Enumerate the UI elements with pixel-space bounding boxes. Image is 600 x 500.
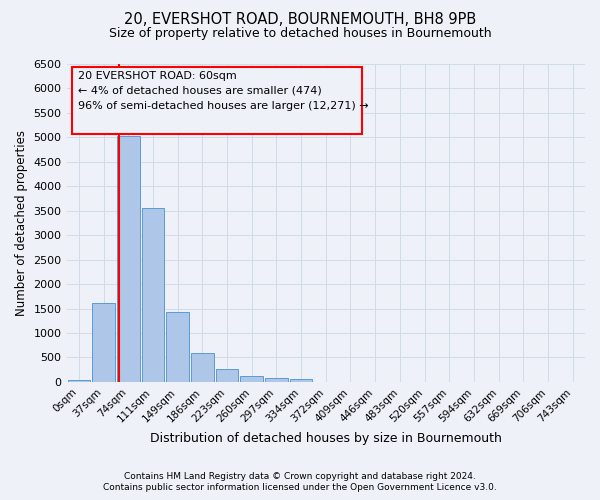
Text: Size of property relative to detached houses in Bournemouth: Size of property relative to detached ho… [109, 28, 491, 40]
Bar [92, 302, 115, 382]
Text: 20 EVERSHOT ROAD: 60sqm
← 4% of detached houses are smaller (474)
96% of semi-de: 20 EVERSHOT ROAD: 60sqm ← 4% of detached… [78, 71, 368, 111]
Bar [166, 312, 189, 382]
Bar [215, 368, 238, 382]
Bar [142, 208, 164, 382]
Bar [191, 352, 214, 382]
Bar [241, 376, 263, 382]
X-axis label: Distribution of detached houses by size in Bournemouth: Distribution of detached houses by size … [150, 432, 502, 445]
Text: 20, EVERSHOT ROAD, BOURNEMOUTH, BH8 9PB: 20, EVERSHOT ROAD, BOURNEMOUTH, BH8 9PB [124, 12, 476, 28]
Text: Contains HM Land Registry data © Crown copyright and database right 2024.: Contains HM Land Registry data © Crown c… [124, 472, 476, 481]
Y-axis label: Number of detached properties: Number of detached properties [15, 130, 28, 316]
Bar [117, 136, 140, 382]
Bar [290, 380, 313, 382]
Bar [68, 380, 90, 382]
Bar [265, 378, 288, 382]
Text: Contains public sector information licensed under the Open Government Licence v3: Contains public sector information licen… [103, 483, 497, 492]
